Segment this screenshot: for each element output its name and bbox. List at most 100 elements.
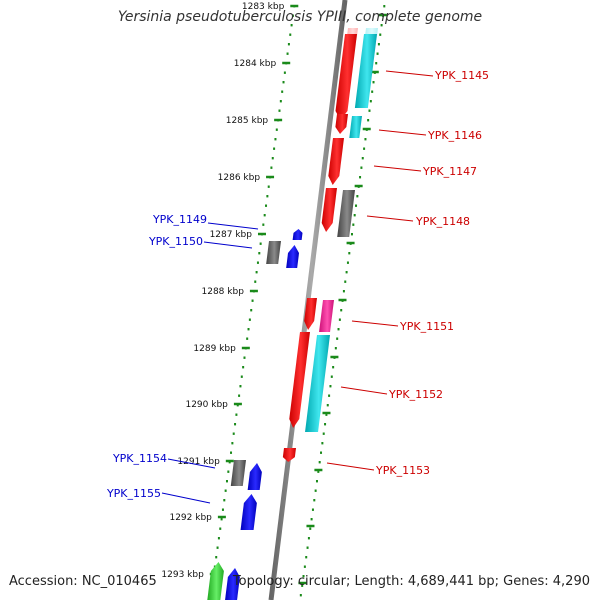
accession-label: Accession: NC_010465	[9, 574, 157, 589]
track-dot-left	[240, 375, 243, 378]
gene-label: YPK_1154	[112, 452, 167, 465]
track-dot-right	[302, 575, 305, 578]
track-dot-left	[256, 261, 259, 264]
track-dot-left	[238, 394, 241, 397]
track-dot-right	[305, 556, 308, 559]
gene-ypk1152-cyan	[305, 335, 330, 432]
track-dot-right	[325, 413, 328, 416]
track-dot-right	[364, 138, 367, 141]
track-dot-left	[278, 109, 281, 112]
track-dot-left	[275, 128, 278, 131]
track-dot-right	[311, 508, 314, 511]
track-dot-right	[376, 52, 379, 55]
gene-ypk1150	[286, 245, 300, 268]
track-dot-left	[234, 423, 237, 426]
track-dot-left	[287, 43, 290, 46]
track-dot-left	[265, 204, 268, 207]
gene-green-partial	[207, 562, 224, 600]
track-dot-right	[321, 442, 324, 445]
track-dot-left	[224, 489, 227, 492]
track-dot-right	[338, 318, 341, 321]
gene-label: YPK_1149	[152, 213, 207, 226]
track-dot-right	[368, 109, 371, 112]
track-dot-left	[283, 71, 286, 74]
track-dot-right	[361, 157, 364, 160]
track-dot-left	[232, 432, 235, 435]
track-dot-left	[246, 337, 249, 340]
gene-ypk1152	[289, 332, 310, 428]
track-dot-right	[342, 290, 345, 293]
gene-ypk1146	[335, 114, 348, 134]
gene-label: YPK_1155	[106, 487, 161, 500]
gene-label-leader	[326, 462, 375, 471]
track-dot-right	[332, 366, 335, 369]
track-dot-right	[383, 5, 386, 8]
gene-ypk1151	[304, 298, 317, 330]
track-dot-left	[291, 14, 294, 17]
track-dot-right	[299, 594, 302, 597]
kbp-tick-label: 1287 kbp	[210, 230, 253, 240]
gene-label: YPK_1147	[422, 165, 477, 178]
track-dot-right	[313, 499, 316, 502]
track-dot-left	[242, 366, 245, 369]
track-dot-left	[279, 100, 282, 103]
gene-label: YPK_1152	[388, 388, 443, 401]
gene-label-leader	[385, 70, 434, 77]
gene-ypk1154	[247, 463, 262, 490]
track-dot-right	[301, 584, 304, 587]
gene-ypk1145	[335, 34, 357, 120]
track-dot-right	[369, 100, 372, 103]
track-dot-right	[360, 166, 363, 169]
gene-label-leader	[378, 129, 427, 136]
track-dot-right	[336, 337, 339, 340]
track-dot-right	[345, 271, 348, 274]
track-dot-left	[250, 309, 253, 312]
track-dot-right	[318, 461, 321, 464]
track-dot-left	[259, 242, 262, 245]
genome-title: Yersinia pseudotuberculosis YPIII, compl…	[117, 9, 483, 25]
gene-label: YPK_1151	[399, 320, 454, 333]
track-dot-right	[367, 119, 370, 122]
track-dot-right	[355, 204, 358, 207]
gene-ypk1147	[328, 138, 344, 185]
track-dot-right	[334, 347, 337, 350]
kbp-tick-label: 1291 kbp	[177, 457, 220, 467]
gene-ypk1154-gray	[230, 460, 246, 486]
track-dot-left	[248, 318, 251, 321]
gene-ypk1151-magenta	[319, 300, 334, 332]
track-dot-right	[363, 147, 366, 150]
track-dot-right	[324, 423, 327, 426]
gene-ypk1145-cyan	[354, 34, 377, 108]
gene-blue-partial	[225, 568, 240, 600]
track-dot-left	[286, 52, 289, 55]
kbp-tick-label: 1283 kbp	[242, 2, 285, 12]
track-dot-left	[221, 508, 224, 511]
track-dot-left	[271, 157, 274, 160]
track-dot-right	[307, 537, 310, 540]
track-dot-left	[290, 24, 293, 27]
track-dot-right	[340, 309, 343, 312]
gene-label-leader	[366, 215, 414, 222]
gene-label-leader	[340, 386, 388, 395]
gene-label: YPK_1145	[434, 69, 489, 82]
gene-label: YPK_1150	[148, 235, 203, 248]
track-dot-right	[379, 33, 382, 36]
track-dot-left	[223, 499, 226, 502]
track-dot-left	[230, 451, 233, 454]
track-dot-right	[329, 385, 332, 388]
track-dot-right	[344, 280, 347, 283]
track-dot-right	[322, 432, 325, 435]
track-dot-left	[235, 413, 238, 416]
gene-label: YPK_1153	[375, 464, 430, 477]
gene-label-leader	[373, 165, 422, 172]
kbp-tick-label: 1292 kbp	[169, 513, 212, 523]
track-dot-left	[225, 480, 228, 483]
track-dot-left	[267, 185, 270, 188]
track-dot-left	[216, 546, 219, 549]
track-dot-right	[310, 518, 313, 521]
track-dot-right	[377, 43, 380, 46]
track-dot-right	[352, 223, 355, 226]
track-dot-left	[282, 81, 285, 84]
track-dot-left	[254, 280, 257, 283]
